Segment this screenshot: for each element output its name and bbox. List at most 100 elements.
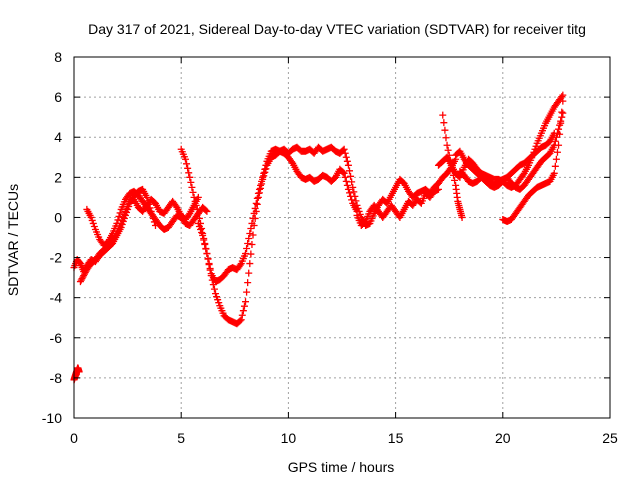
- data-point: [186, 173, 194, 181]
- x-axis-ticks: 0 5 10 15 20 25: [70, 57, 618, 446]
- data-point: [88, 216, 96, 224]
- data-point: [209, 281, 217, 289]
- data-point: [444, 146, 452, 154]
- y-tick-label: -4: [50, 290, 63, 306]
- y-tick-label: -10: [42, 410, 62, 426]
- data-point: [353, 201, 361, 209]
- data-points: [70, 91, 567, 384]
- data-point: [115, 212, 123, 220]
- data-point: [113, 219, 121, 227]
- data-point: [348, 178, 356, 186]
- data-point: [346, 189, 354, 197]
- y-tick-label: -6: [50, 330, 63, 346]
- data-point: [78, 275, 86, 283]
- data-point: [356, 210, 364, 218]
- data-point: [559, 97, 567, 105]
- y-tick-label: -2: [50, 250, 63, 266]
- data-point: [341, 149, 349, 157]
- data-point: [343, 157, 351, 165]
- data-point: [249, 231, 257, 239]
- data-point: [449, 171, 457, 179]
- data-point: [288, 158, 296, 166]
- data-point: [185, 211, 193, 219]
- data-point: [441, 126, 449, 134]
- data-point: [550, 169, 558, 177]
- data-point: [116, 209, 124, 217]
- data-point: [559, 91, 567, 99]
- data-point: [76, 278, 84, 286]
- data-point: [185, 169, 193, 177]
- data-point: [198, 228, 206, 236]
- data-point: [201, 241, 209, 249]
- data-point: [340, 145, 348, 153]
- data-point: [440, 119, 448, 127]
- data-point: [253, 200, 261, 208]
- data-point: [244, 240, 252, 248]
- data-point: [254, 193, 262, 201]
- data-point: [251, 204, 259, 212]
- x-tick-label: 20: [495, 430, 511, 446]
- data-point: [215, 299, 223, 307]
- data-point: [555, 125, 563, 133]
- data-point: [557, 119, 565, 127]
- data-point: [553, 148, 561, 156]
- data-point: [236, 317, 244, 325]
- data-point: [250, 221, 258, 229]
- data-point: [204, 255, 212, 263]
- data-point: [259, 175, 267, 183]
- data-point: [75, 368, 83, 376]
- data-point: [532, 142, 540, 150]
- data-point: [258, 180, 266, 188]
- data-point: [210, 285, 218, 293]
- data-point: [243, 245, 251, 253]
- data-point: [260, 172, 268, 180]
- data-point: [79, 273, 87, 281]
- data-point: [341, 173, 349, 181]
- data-point: [119, 213, 127, 221]
- data-point: [213, 293, 221, 301]
- y-axis-label: SDTVAR / TECUs: [5, 184, 21, 296]
- y-tick-label: 2: [54, 169, 62, 185]
- data-point: [443, 141, 451, 149]
- data-point: [439, 111, 447, 119]
- data-point: [206, 266, 214, 274]
- data-point: [143, 193, 151, 201]
- y-tick-label: 0: [54, 209, 62, 225]
- data-point: [552, 155, 560, 163]
- data-point: [81, 269, 89, 277]
- data-point: [348, 196, 356, 204]
- y-tick-label: 6: [54, 89, 62, 105]
- data-point: [251, 214, 259, 222]
- data-point: [188, 183, 196, 191]
- plot-border: [73, 56, 611, 419]
- data-point: [203, 207, 211, 215]
- data-point: [245, 269, 253, 277]
- x-tick-label: 0: [70, 430, 78, 446]
- data-point: [243, 288, 251, 296]
- data-point: [552, 133, 560, 141]
- data-point: [76, 259, 84, 267]
- data-point: [451, 176, 459, 184]
- data-point: [172, 202, 180, 210]
- data-point: [445, 151, 453, 159]
- data-point: [214, 296, 222, 304]
- data-point: [80, 270, 88, 278]
- data-point: [239, 307, 247, 315]
- data-point: [208, 276, 216, 284]
- x-tick-label: 5: [177, 430, 185, 446]
- data-point: [447, 161, 455, 169]
- x-tick-label: 25: [602, 430, 618, 446]
- data-point: [236, 261, 244, 269]
- data-point: [247, 250, 255, 258]
- data-point: [519, 171, 527, 179]
- data-point: [346, 167, 354, 175]
- data-point: [246, 260, 254, 268]
- x-axis-label: GPS time / hours: [288, 459, 395, 475]
- data-point: [257, 184, 265, 192]
- data-point: [344, 161, 352, 169]
- x-tick-label: 15: [388, 430, 404, 446]
- y-tick-label: 8: [54, 49, 62, 65]
- data-point: [255, 189, 263, 197]
- data-point: [448, 166, 456, 174]
- data-point: [120, 210, 128, 218]
